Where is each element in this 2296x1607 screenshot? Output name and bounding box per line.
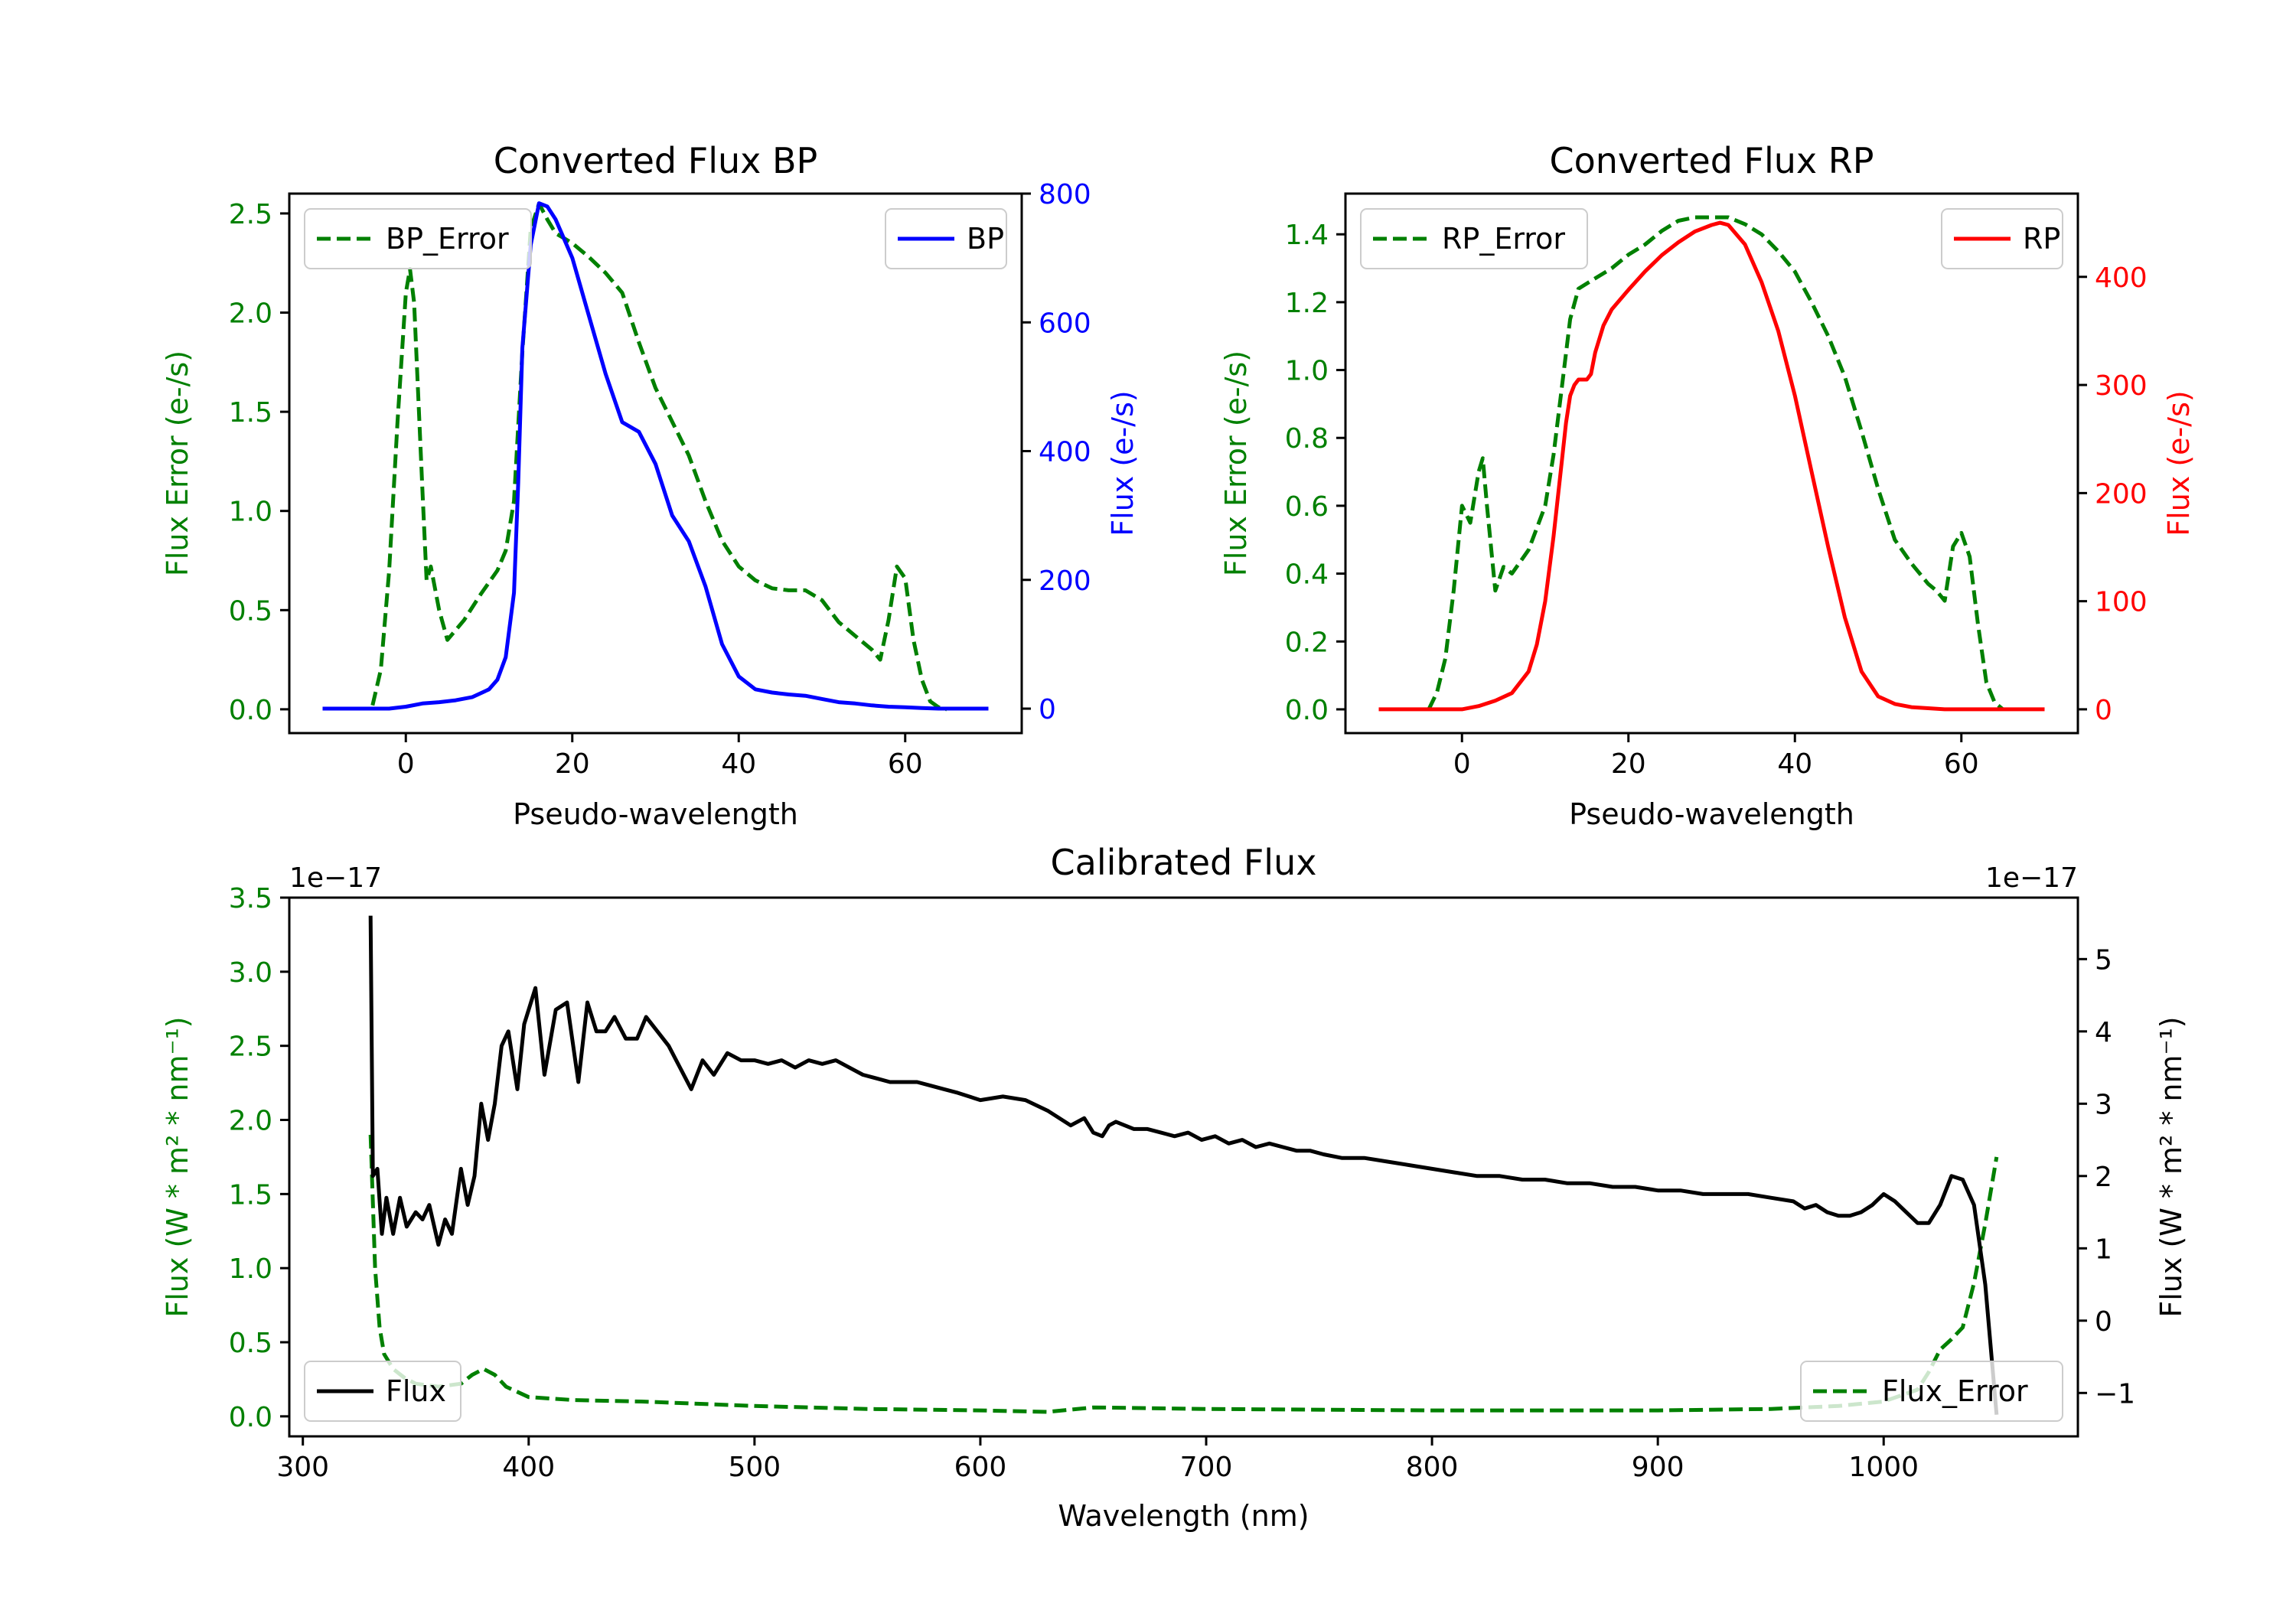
right-y-tick-label: 0 — [2095, 1306, 2112, 1338]
x-tick-label: 40 — [1777, 748, 1812, 780]
right-y-tick-label: 400 — [2095, 262, 2148, 294]
right-y-axis-label: Flux (W * m² * nm⁻¹) — [2154, 1016, 2188, 1317]
right-y-tick-label: 1 — [2095, 1234, 2112, 1265]
legend-label: Flux — [386, 1374, 446, 1408]
series-line-rp — [1378, 220, 2045, 712]
left-y-tick-label: 1.5 — [229, 397, 272, 429]
right-y-tick-label: 300 — [2095, 370, 2148, 402]
legend-label: BP_Error — [386, 222, 509, 256]
left-y-tick-label: 1.4 — [1285, 220, 1329, 251]
left-y-tick-label: 0.0 — [229, 1402, 272, 1433]
right-y-axis-label: Flux (e-/s) — [1106, 390, 1140, 536]
chart-title: Calibrated Flux — [1051, 842, 1317, 883]
series-line-bp-error — [370, 201, 947, 712]
left-y-tick-label: 1.0 — [229, 497, 272, 528]
legend-box — [304, 208, 532, 269]
left-y-tick-label: 1.0 — [229, 1253, 272, 1285]
chart-title: Converted Flux RP — [1550, 140, 1874, 181]
x-tick-label: 0 — [1453, 748, 1471, 780]
left-y-tick-label: 0.8 — [1285, 423, 1329, 455]
legend-box — [304, 1361, 461, 1422]
right-y-tick-label: 0 — [2095, 695, 2112, 726]
left-y-tick-label: 1.5 — [229, 1179, 272, 1211]
x-tick-label: 60 — [1944, 748, 1979, 780]
left-y-tick-label: 3.0 — [229, 957, 272, 989]
legend-box — [1360, 208, 1588, 269]
right-y-axis-label: Flux (e-/s) — [2162, 390, 2196, 536]
right-y-tick-label: 100 — [2095, 587, 2148, 618]
legend-box — [1800, 1361, 2063, 1422]
legend-bp: BP — [885, 208, 1007, 269]
right-y-tick-label: 400 — [1039, 437, 1091, 468]
right-y-tick-label: 0 — [1039, 694, 1056, 725]
rp-panel: 0 20 40 60 0.0 0.2 0.4 0.6 0.8 1.0 1.2 1.4 0 100 200 30… — [1219, 140, 2196, 831]
x-tick-label: 20 — [1611, 748, 1646, 780]
legend-bp-error: BP_Error — [304, 208, 532, 269]
left-y-tick-label: 0.0 — [229, 695, 272, 726]
x-tick-label: 400 — [502, 1452, 555, 1483]
right-y-tick-label: 200 — [1039, 566, 1091, 597]
right-y-tick-label: 3 — [2095, 1089, 2112, 1120]
left-y-tick-label: 2.0 — [229, 1106, 272, 1137]
axes-frame — [1344, 192, 2079, 735]
x-tick-label: 40 — [721, 748, 756, 780]
legend-rp-error: RP_Error — [1360, 208, 1588, 269]
x-tick-label: 500 — [728, 1452, 781, 1483]
series-line-rp-error — [1427, 215, 2004, 711]
x-tick-label: 20 — [555, 748, 590, 780]
calibrated-panel: 300 400 500 600 700 800 900 1000 0.0 0.5 1.0 1.5 2.0… — [161, 842, 2188, 1533]
left-y-tick-label: 0.2 — [1285, 627, 1329, 658]
right-y-tick-label: 5 — [2095, 944, 2112, 976]
left-y-tick-label: 2.0 — [229, 298, 272, 330]
axes-frame — [288, 192, 1023, 735]
x-axis-label: Pseudo-wavelength — [1569, 797, 1854, 831]
x-tick-label: 800 — [1406, 1452, 1459, 1483]
legend-label: RP — [2023, 222, 2060, 256]
legend-label: BP — [967, 222, 1004, 256]
left-y-tick-label: 0.5 — [229, 1328, 272, 1359]
left-y-tick-label: 1.2 — [1285, 288, 1329, 319]
left-y-axis-label: Flux (W * m² * nm⁻¹) — [161, 1016, 194, 1317]
x-tick-label: 900 — [1632, 1452, 1684, 1483]
left-y-tick-label: 1.0 — [1285, 356, 1329, 387]
left-y-tick-label: 2.5 — [229, 199, 272, 230]
legend-flux-error: Flux_Error — [1800, 1361, 2063, 1422]
right-y-tick-label: 800 — [1039, 179, 1091, 210]
x-tick-label: 300 — [276, 1452, 329, 1483]
bp-panel: 0 20 40 60 0.0 0.5 1.0 1.5 2.0 2.5 0 200 400 600 800 Co… — [161, 140, 1140, 831]
left-y-tick-label: 0.5 — [229, 595, 272, 627]
series-line-bp — [322, 201, 989, 711]
left-y-tick-label: 2.5 — [229, 1032, 272, 1063]
right-y-tick-label: 4 — [2095, 1017, 2112, 1048]
legend-label: RP_Error — [1442, 222, 1565, 256]
left-y-axis-label: Flux Error (e-/s) — [1219, 350, 1253, 576]
x-axis-label: Pseudo-wavelength — [513, 797, 798, 831]
right-y-tick-label: −1 — [2095, 1378, 2135, 1410]
legend-label: Flux_Error — [1882, 1374, 2028, 1408]
x-axis-label: Wavelength (nm) — [1058, 1499, 1309, 1533]
right-y-tick-label: 600 — [1039, 308, 1091, 339]
left-y-tick-label: 0.6 — [1285, 491, 1329, 523]
x-tick-label: 600 — [954, 1452, 1007, 1483]
axes-frame — [288, 896, 2079, 1438]
chart-title: Converted Flux BP — [494, 140, 818, 181]
right-y-tick-label: 200 — [2095, 478, 2148, 510]
x-tick-label: 60 — [888, 748, 923, 780]
right-offset-text: 1e−17 — [1985, 862, 2078, 894]
x-tick-label: 700 — [1180, 1452, 1233, 1483]
x-tick-label: 0 — [397, 748, 415, 780]
left-offset-text: 1e−17 — [289, 862, 382, 894]
legend-flux: Flux — [304, 1361, 461, 1422]
series-line-flux — [368, 915, 1999, 1415]
left-y-tick-label: 0.4 — [1285, 559, 1329, 591]
x-tick-label: 1000 — [1848, 1452, 1919, 1483]
left-y-tick-label: 3.5 — [229, 883, 272, 914]
right-y-tick-label: 2 — [2095, 1162, 2112, 1193]
left-y-tick-label: 0.0 — [1285, 695, 1329, 726]
legend-rp: RP — [1941, 208, 2063, 269]
left-y-axis-label: Flux Error (e-/s) — [161, 350, 194, 576]
